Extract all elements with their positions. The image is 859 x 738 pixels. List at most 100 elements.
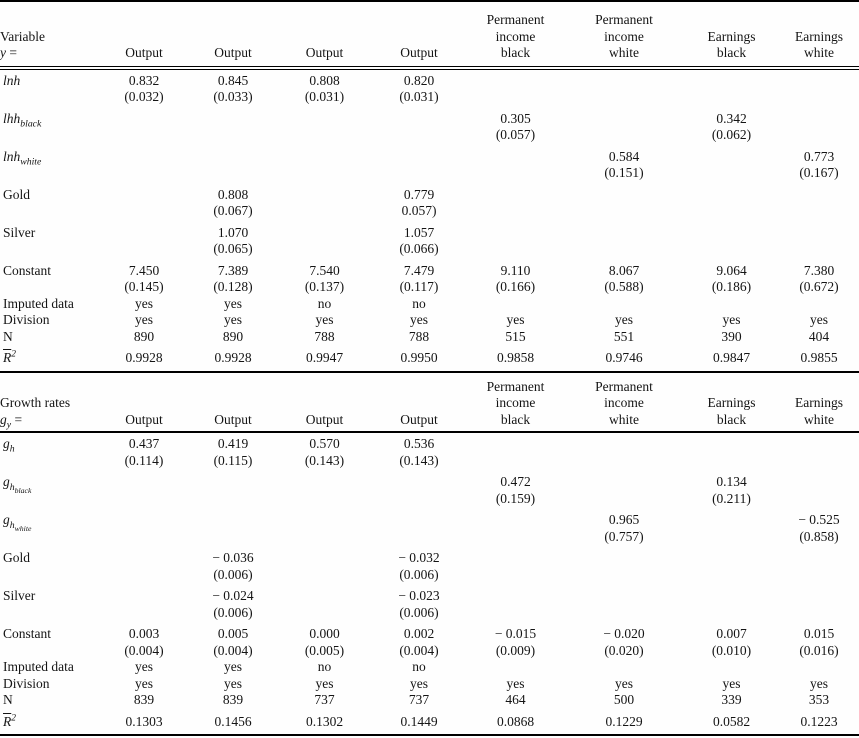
column-header: Permanent income white (564, 1, 684, 70)
stderr-cell: (0.128) (213, 279, 253, 294)
math-label: N (3, 328, 13, 344)
estimate-cell: 8.067 (608, 262, 640, 278)
header-row: Variable y = Output Output Output Output Perma… (0, 1, 859, 70)
value-cell: yes (810, 312, 828, 327)
estimate-cell: 1.057 (403, 224, 435, 240)
stub-line-2: y = (0, 45, 100, 62)
stderr-cell (467, 241, 564, 258)
value-cell: 551 (613, 328, 635, 344)
stderr-cell (467, 605, 564, 622)
stderr-cell (278, 605, 371, 622)
stderr-row: (0.032) (0.033) (0.031) (0.031) (0, 89, 859, 106)
estimate-cell: 9.110 (500, 262, 531, 278)
stderr-cell (467, 529, 564, 546)
coefficient-row: Gold 0.808 0.779 (0, 182, 859, 204)
levels-regression-table: Variable y = Output Output Output Output Perma… (0, 0, 859, 373)
column-header: Output (188, 1, 278, 70)
row-label: N (0, 329, 100, 346)
stderr-cell (779, 127, 859, 144)
column-header: Output (100, 372, 188, 433)
estimate-cell: 0.808 (309, 72, 340, 88)
value-cell (779, 296, 859, 313)
stderr-cell: (0.858) (799, 528, 839, 544)
stderr-cell: (0.067) (213, 203, 253, 218)
column-header: Output (371, 1, 467, 70)
estimate-cell (467, 507, 564, 529)
stderr-cell (100, 241, 188, 258)
estimate-cell (684, 583, 779, 605)
coefficient-row: ghwhite 0.965 − 0.525 (0, 507, 859, 532)
estimate-cell (684, 507, 779, 529)
estimate-cell (779, 583, 859, 605)
estimate-cell (278, 469, 371, 491)
stderr-cell (779, 605, 859, 622)
coefficient-row: Silver 1.070 1.057 (0, 220, 859, 242)
estimate-cell (564, 68, 684, 90)
row-label: Division (0, 676, 100, 693)
stderr-cell: (0.211) (712, 490, 751, 506)
value-cell: 500 (613, 692, 635, 707)
estimate-cell: 0.005 (217, 626, 249, 641)
stderr-row: (0.114) (0.115) (0.143) (0.143) (0, 453, 859, 470)
value-cell: yes (506, 312, 525, 327)
value-cell: yes (135, 675, 153, 691)
estimate-cell: 0.003 (128, 626, 160, 641)
stderr-cell: (0.031) (399, 89, 439, 104)
value-cell (684, 659, 779, 676)
column-header: Earnings black (684, 1, 779, 70)
stderr-cell: (0.672) (799, 279, 839, 294)
stub-line-1: Growth rates (0, 395, 71, 410)
value-cell: no (412, 295, 426, 311)
row-label: N (0, 692, 100, 709)
estimate-cell (467, 583, 564, 605)
math-label: ghblack (3, 474, 32, 495)
coefficient-row: Gold − 0.036 − 0.032 (0, 545, 859, 567)
stderr-cell (100, 567, 188, 584)
stderr-cell: (0.031) (304, 89, 345, 104)
estimate-cell: 0.832 (128, 72, 160, 88)
value-cell: yes (315, 312, 334, 327)
estimate-cell (684, 144, 779, 166)
stderr-cell (100, 605, 188, 622)
stderr-row: (0.757) (0.858) (0, 529, 859, 546)
estimate-cell (100, 583, 188, 605)
estimate-cell (684, 432, 779, 453)
column-header: Earnings white (779, 1, 859, 70)
estimate-cell: − 0.023 (398, 588, 440, 603)
row-label: ghwhite (0, 507, 100, 545)
stderr-cell (188, 529, 278, 546)
stderr-cell (779, 203, 859, 220)
summary-row: R2 0.1303 0.1456 0.1302 0.1449 0.0868 0.1229 0.… (0, 709, 859, 736)
stderr-row: (0.057) (0.062) (0, 127, 859, 144)
column-header: Output (278, 372, 371, 433)
summary-row: Imputed data yes yes no no (0, 659, 859, 676)
estimate-cell (188, 507, 278, 529)
row-label: gh (0, 432, 100, 469)
estimate-cell (564, 432, 684, 453)
row-label: R2 (0, 709, 100, 736)
stderr-cell (684, 241, 779, 258)
stderr-cell (779, 491, 859, 508)
value-cell: 890 (133, 328, 155, 344)
value-cell: 0.1449 (400, 713, 438, 729)
stderr-cell: (0.004) (399, 642, 439, 658)
estimate-cell (371, 106, 467, 128)
stderr-cell (188, 491, 278, 508)
estimate-cell (278, 144, 371, 166)
stderr-cell (278, 241, 371, 258)
estimate-cell: 7.450 (128, 262, 160, 278)
estimate-cell (100, 144, 188, 166)
estimate-cell (278, 220, 371, 242)
estimate-cell: − 0.036 (212, 550, 254, 565)
stderr-cell: (0.006) (399, 604, 439, 620)
row-label: Imputed data (0, 296, 100, 313)
row-label: Division (0, 312, 100, 329)
header-row: Growth rates gy = Output Output Output Output… (0, 372, 859, 433)
value-cell: 464 (505, 692, 526, 707)
stderr-cell (188, 127, 278, 144)
column-header: Permanent income black (467, 372, 564, 433)
column-header: Output (278, 1, 371, 70)
math-label: Constant (3, 626, 52, 641)
stub-header: Growth rates gy = (0, 372, 100, 433)
